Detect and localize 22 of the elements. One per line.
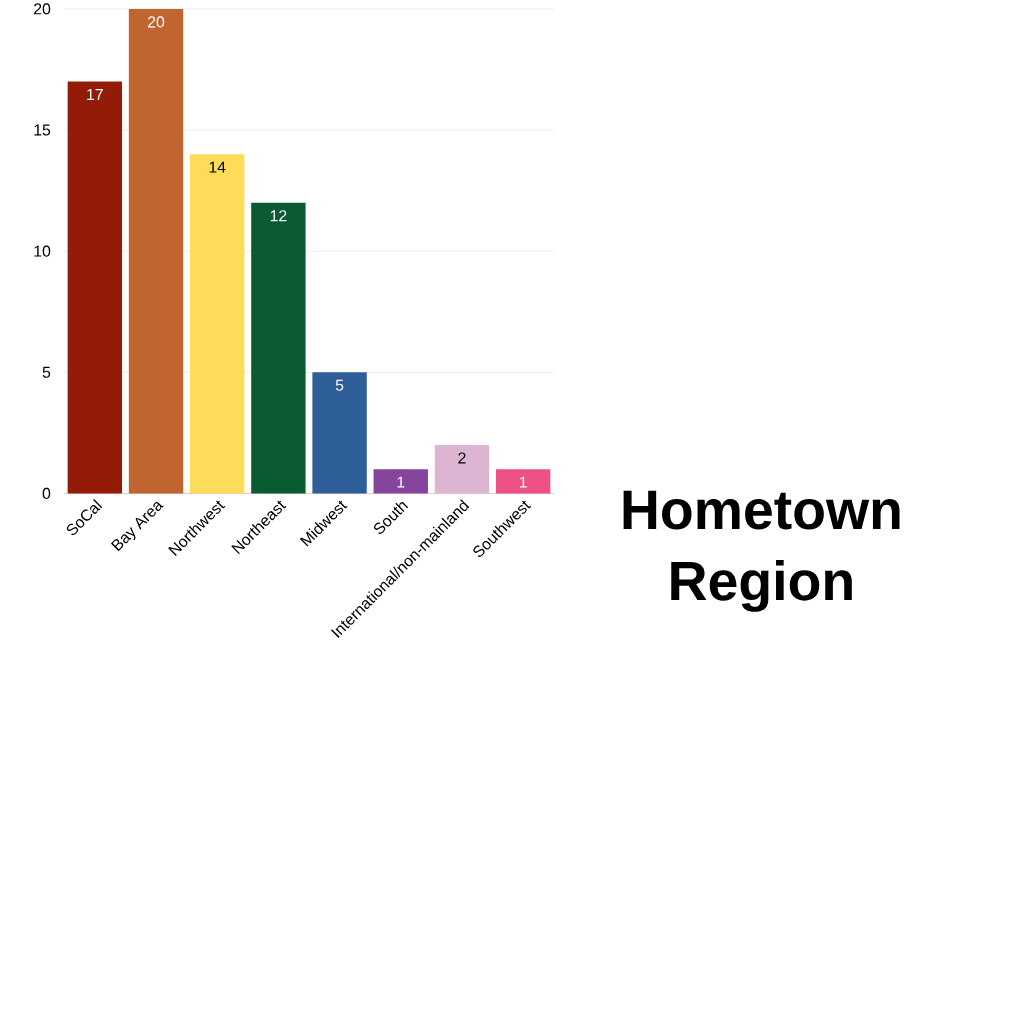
y-tick-label: 5 bbox=[42, 366, 51, 378]
bar bbox=[373, 469, 429, 494]
bar bbox=[67, 81, 123, 494]
data-label: 20 bbox=[148, 16, 165, 28]
bar bbox=[129, 8, 184, 494]
data-label: 14 bbox=[209, 161, 226, 173]
bar bbox=[312, 372, 367, 494]
bar bbox=[251, 202, 306, 494]
data-label: 2 bbox=[458, 452, 466, 464]
bar bbox=[496, 469, 551, 494]
data-label: 5 bbox=[336, 379, 344, 391]
y-tick-label: 10 bbox=[34, 245, 51, 257]
data-label: 12 bbox=[271, 210, 287, 222]
data-label: 1 bbox=[397, 476, 405, 488]
data-label: 17 bbox=[87, 89, 104, 100]
bar bbox=[190, 154, 245, 494]
y-tick-label: 0 bbox=[42, 487, 51, 500]
bar bbox=[434, 444, 490, 494]
text: Hometown Region bbox=[623, 490, 900, 612]
y-tick-label: 15 bbox=[34, 124, 51, 136]
data-label: 1 bbox=[520, 476, 527, 488]
y-tick-label: 20 bbox=[34, 3, 51, 15]
